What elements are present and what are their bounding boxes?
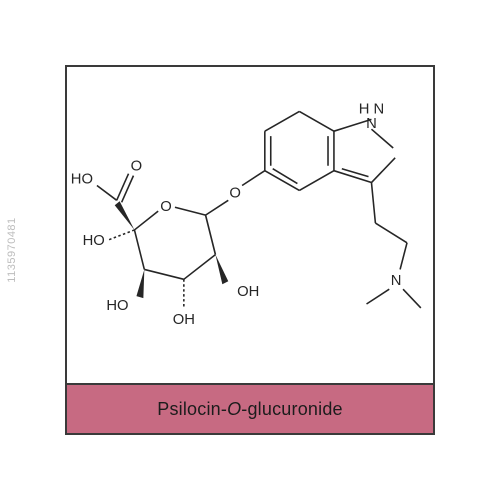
chemical-structure: H N N N O bbox=[67, 67, 433, 383]
atom-label-HO2: HO bbox=[106, 298, 128, 314]
compound-name-bar: Psilocin-O-glucuronide bbox=[65, 385, 435, 435]
compound-name-suffix: -glucuronide bbox=[241, 399, 342, 420]
stock-id-watermark: 1135970481 bbox=[6, 217, 18, 282]
wedge-bond bbox=[215, 255, 228, 285]
atom-label-HO1: HO bbox=[83, 233, 105, 249]
atom-label-HO-acid: HO bbox=[71, 172, 93, 188]
compound-name-prefix: Psilocin- bbox=[157, 399, 227, 420]
atom-label-OH1: OH bbox=[237, 284, 259, 300]
atom-label-O-link: O bbox=[229, 185, 241, 201]
structure-panel: H N N N O bbox=[65, 65, 435, 385]
atom-label-N: N bbox=[366, 116, 377, 132]
wedge-bond-3 bbox=[115, 201, 135, 230]
atom-label-amine-N: N bbox=[391, 273, 402, 289]
compound-name-italic: O bbox=[227, 399, 241, 420]
wedge-bond-2 bbox=[136, 269, 144, 298]
atom-label-OH2: OH bbox=[173, 312, 195, 328]
atom-label-H: H N bbox=[359, 101, 384, 117]
atom-label-O-ring: O bbox=[160, 199, 172, 215]
compound-card: H N N N O bbox=[65, 65, 435, 435]
atom-label-O-dbl: O bbox=[131, 159, 143, 175]
